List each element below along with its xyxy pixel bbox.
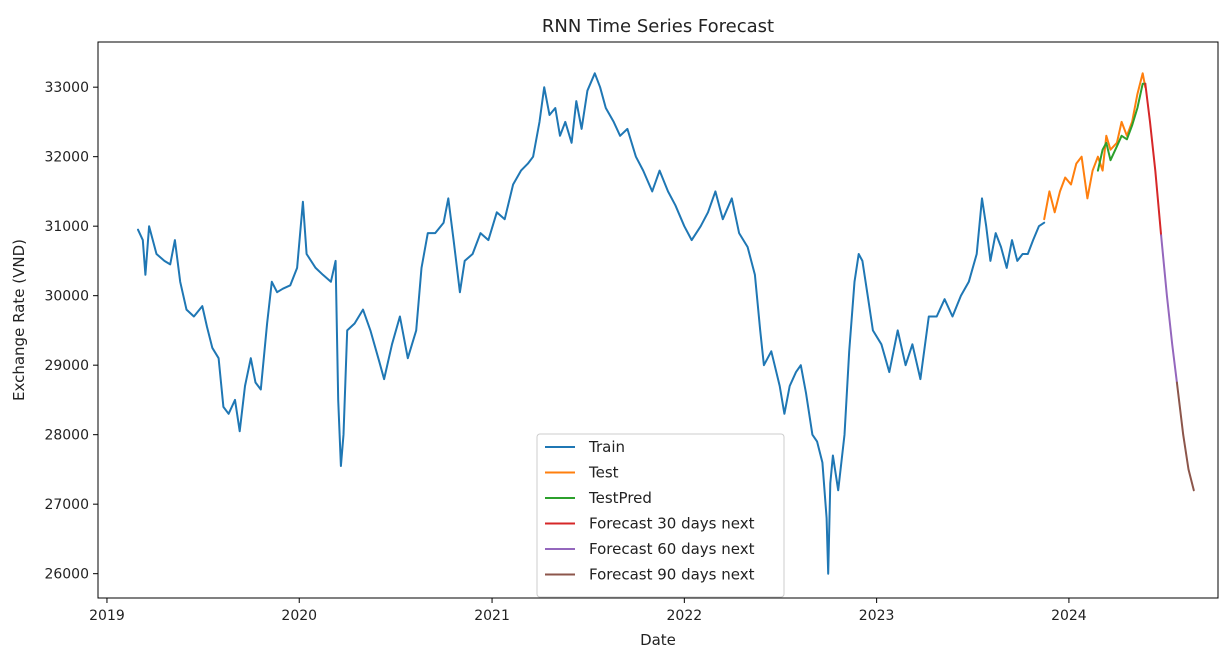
legend-label: Forecast 90 days next xyxy=(589,566,755,584)
x-tick-label: 2023 xyxy=(859,608,895,624)
legend-box xyxy=(536,433,785,598)
y-tick-label: 26000 xyxy=(44,567,89,583)
x-tick-label: 2021 xyxy=(474,608,510,624)
chart-title: RNN Time Series Forecast xyxy=(542,16,774,37)
legend-label: Forecast 30 days next xyxy=(589,515,755,533)
x-axis-title: Date xyxy=(640,631,676,649)
y-tick-label: 29000 xyxy=(44,358,89,374)
series-line-3 xyxy=(1096,82,1147,172)
series-line-5 xyxy=(1160,234,1178,384)
legend-label: TestPred xyxy=(588,489,652,507)
legend-label: Forecast 60 days next xyxy=(589,540,755,558)
x-tick-label: 2022 xyxy=(667,608,703,624)
y-tick-label: 30000 xyxy=(44,289,89,305)
y-tick-label: 33000 xyxy=(44,80,89,96)
x-tick-label: 2019 xyxy=(89,608,125,624)
legend-label: Train xyxy=(588,438,625,456)
axes: 2019 2020 2021 2022 2023 2024 26000 27000 28000 2… xyxy=(44,41,1219,624)
legend: Train Test TestPred Forecast 30 days next Fo… xyxy=(536,433,785,598)
y-tick-label: 31000 xyxy=(44,219,89,235)
series-line-2 xyxy=(1043,72,1147,221)
x-tick-label: 2020 xyxy=(281,608,317,624)
plot-area xyxy=(137,72,1195,575)
legend-label: Test xyxy=(588,464,619,482)
x-tick-label: 2024 xyxy=(1051,608,1087,624)
y-tick-label: 28000 xyxy=(44,428,89,444)
series-line-6 xyxy=(1175,381,1195,492)
y-tick-label: 27000 xyxy=(44,497,89,513)
series-line-1 xyxy=(137,72,1046,575)
y-tick-label: 32000 xyxy=(44,150,89,166)
series-line-4 xyxy=(1144,82,1163,237)
y-axis-title: Exchange Rate (VND) xyxy=(10,239,28,401)
axes-frame xyxy=(97,41,1219,599)
